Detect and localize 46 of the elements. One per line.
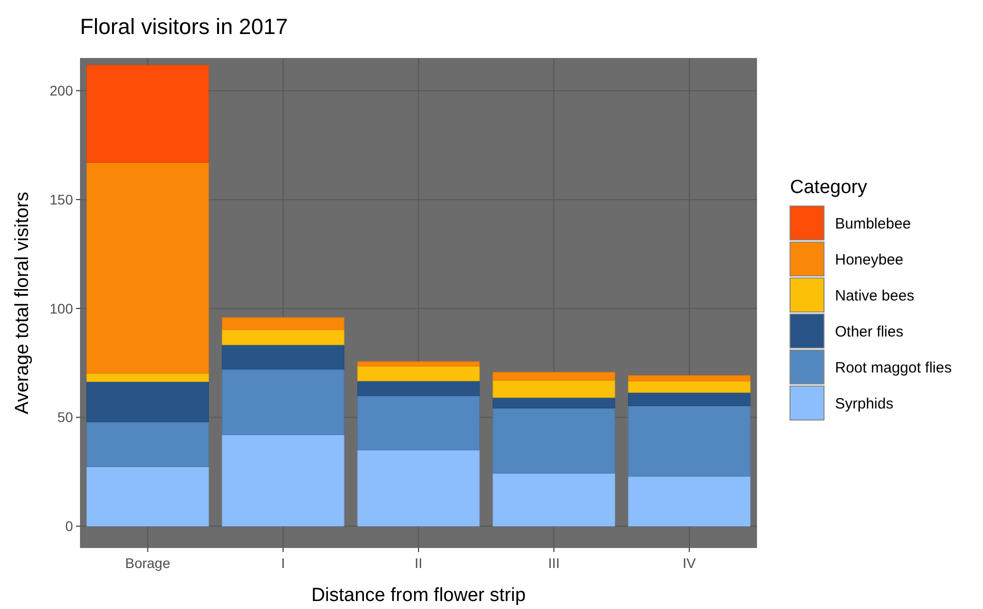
legend-label: Honeybee (835, 251, 904, 268)
y-tick-label: 0 (65, 518, 74, 534)
bar (357, 380, 480, 396)
bar (628, 375, 751, 382)
bar (86, 422, 209, 468)
legend-label: Syrphids (835, 395, 894, 412)
legend-label: Native bees (835, 287, 914, 304)
bar (628, 392, 751, 406)
bar (357, 395, 480, 450)
y-tick-label: 200 (50, 82, 74, 99)
x-tick-label: Borage (125, 555, 170, 571)
bar (222, 329, 344, 346)
bar (86, 466, 209, 527)
y-axis-title: Average total floral visitors (12, 192, 33, 414)
bar (628, 405, 751, 477)
bar (86, 373, 209, 382)
bar (86, 64, 209, 163)
bar (222, 344, 344, 370)
chart-title: Floral visitors in 2017 (80, 14, 288, 39)
bar (357, 366, 480, 382)
bar (492, 397, 616, 408)
bar (492, 380, 616, 398)
bar (628, 380, 751, 393)
bar (222, 434, 344, 527)
bar (86, 381, 209, 422)
bar (357, 361, 480, 366)
y-tick-label: 150 (50, 191, 74, 208)
x-axis-title: Distance from flower strip (311, 585, 526, 606)
bar (628, 476, 751, 527)
legend-label: Other flies (835, 323, 904, 340)
y-tick-label: 100 (50, 300, 74, 316)
bar (222, 368, 344, 436)
legend-title: Category (790, 177, 868, 198)
x-tick-label: III (548, 555, 560, 571)
y-tick-label: 50 (57, 409, 74, 426)
legend-label: Root maggot flies (835, 359, 952, 376)
legend-label: Bumblebee (835, 215, 911, 232)
bar (357, 450, 480, 527)
x-tick-label: II (414, 555, 422, 571)
bar (222, 317, 344, 330)
x-tick-label: I (281, 555, 286, 571)
bar (492, 372, 616, 381)
bar (492, 408, 616, 474)
x-tick-label: IV (682, 555, 697, 571)
bar (86, 162, 209, 374)
bar (492, 473, 616, 527)
